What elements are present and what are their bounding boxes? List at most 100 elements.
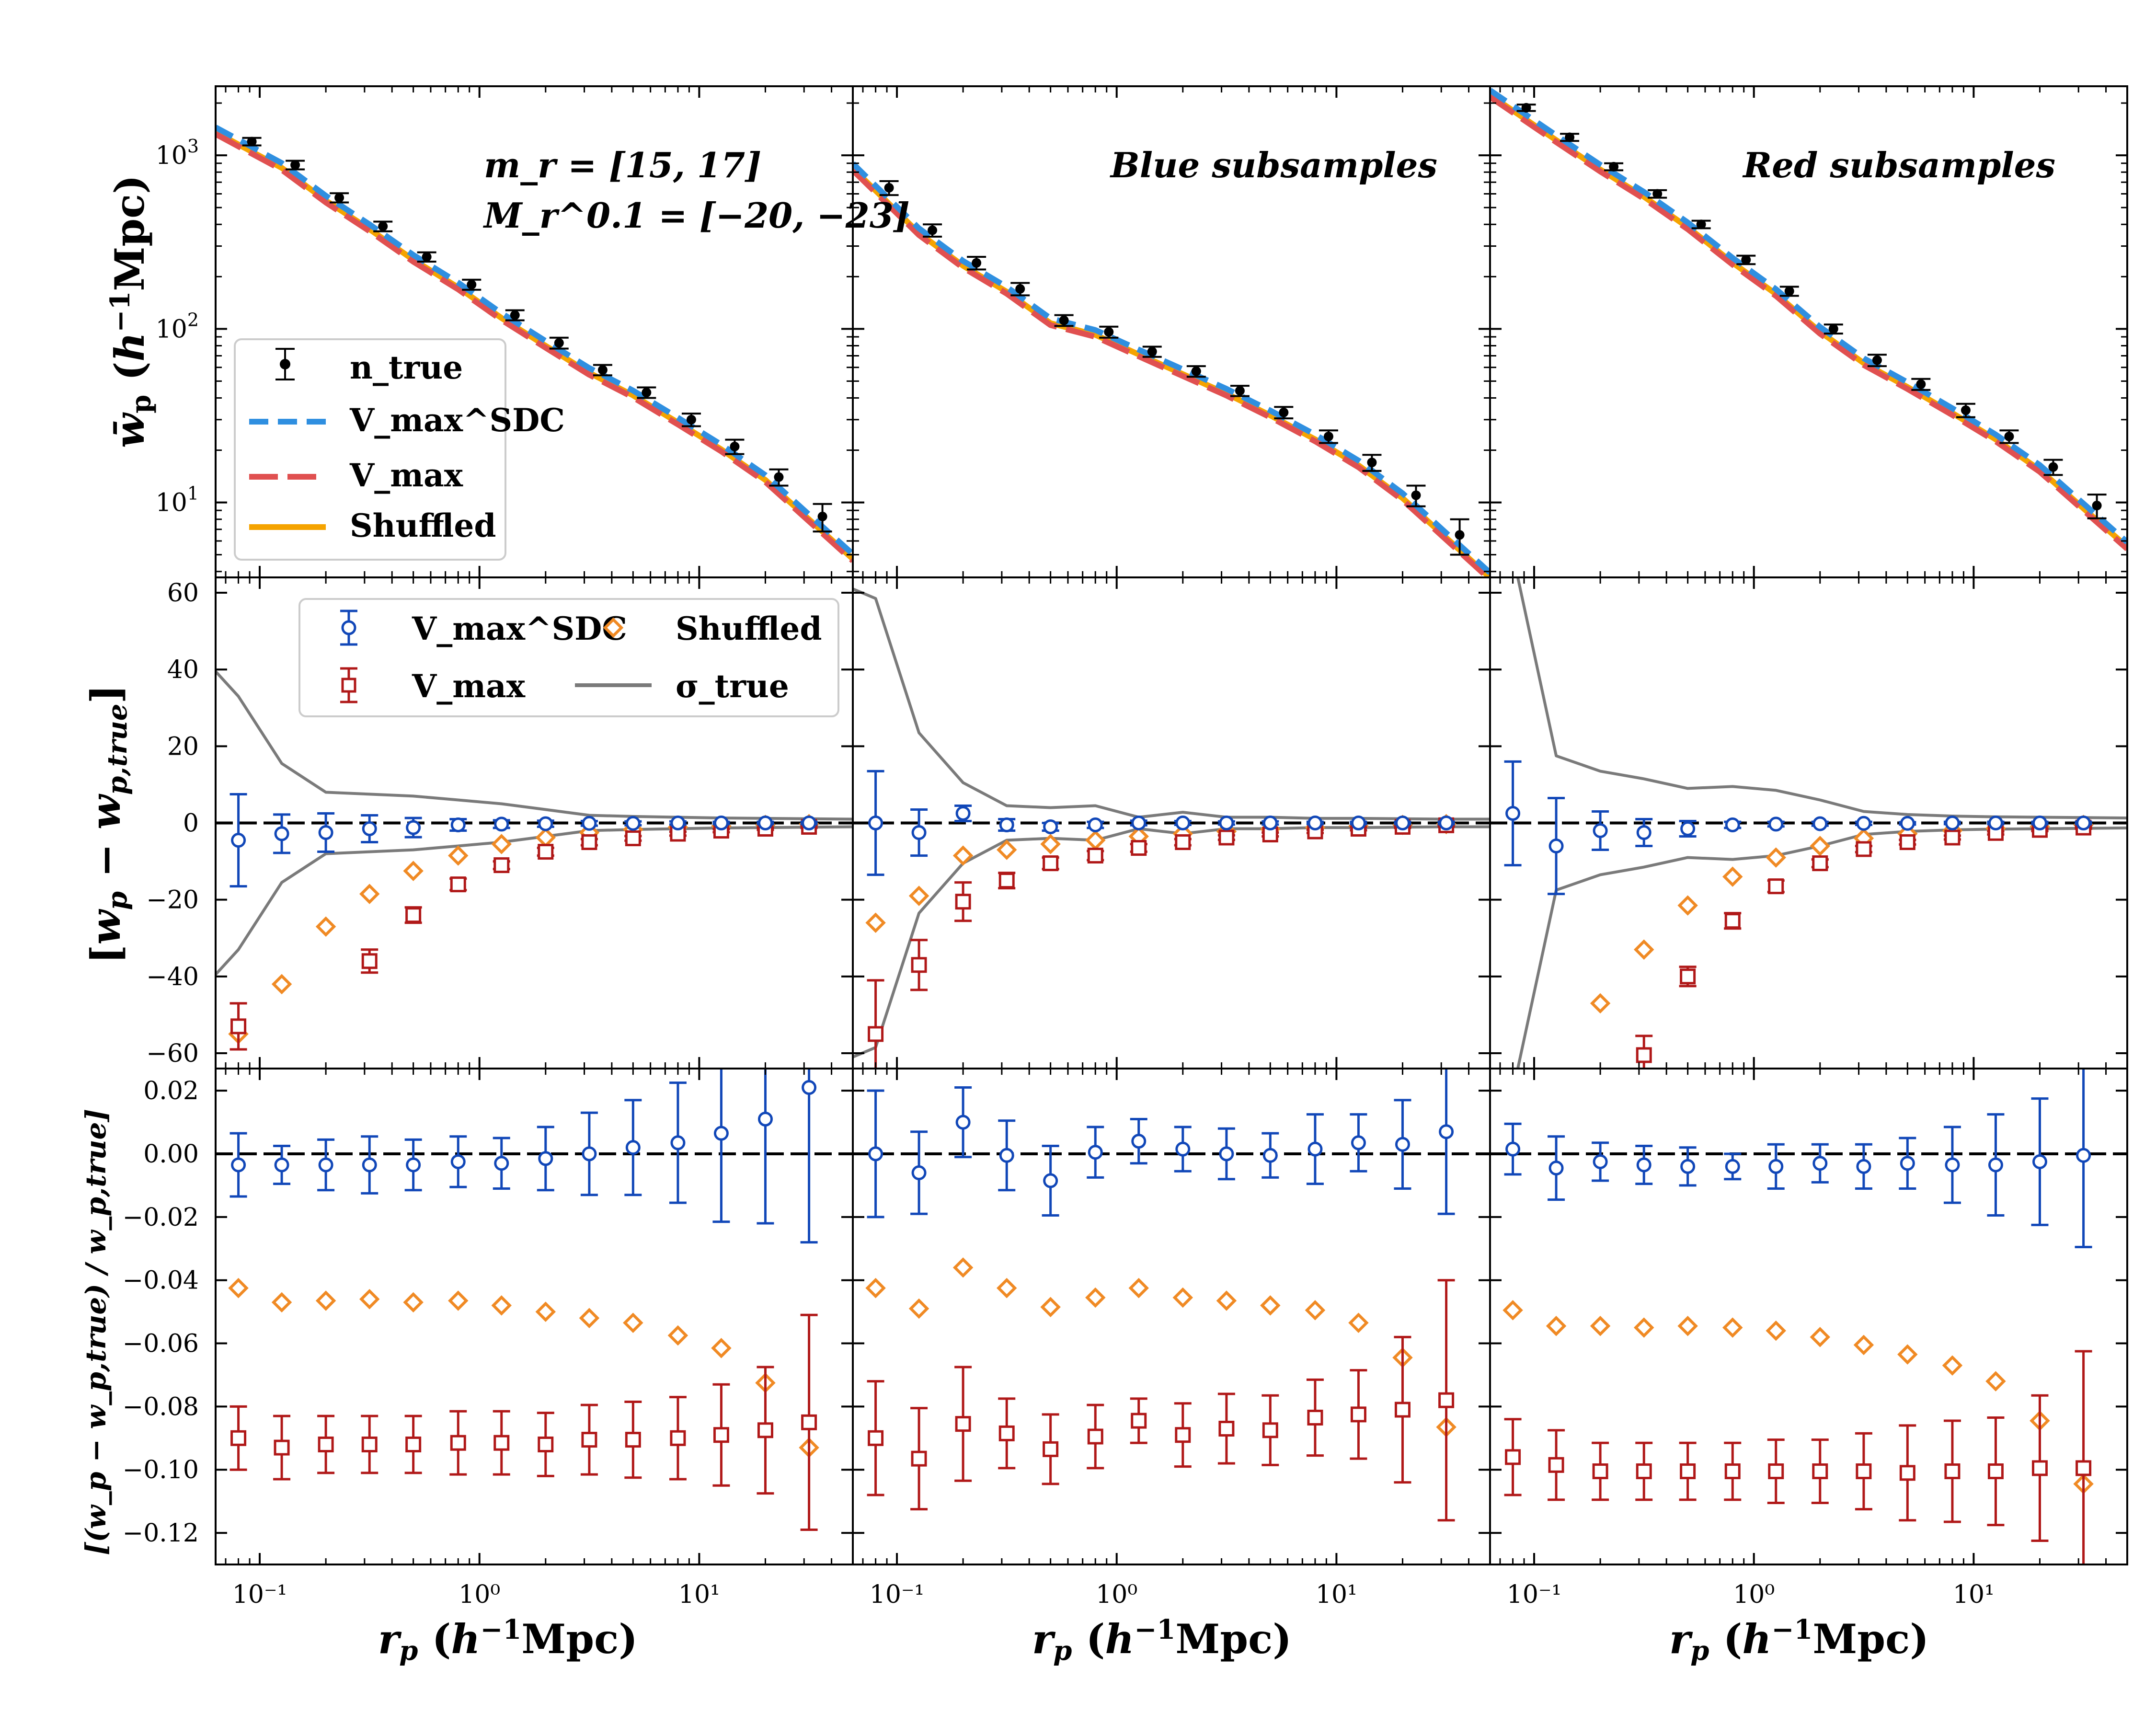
x-tick-label: 10⁻¹ [870,1580,924,1609]
mid-shuffled-point [1766,847,1786,868]
mid-sdc-point [1131,816,1147,830]
bot-sdc-point [1043,1173,1058,1188]
bot-vmax-point [1944,1463,1961,1480]
mid-sdc-point [1768,816,1784,832]
mid-sdc-point [1725,817,1740,833]
top-ntrue-point [972,258,982,268]
top-ntrue-point [1411,490,1421,500]
mid-vmax-point [493,857,510,874]
top-ntrue-point [1961,405,1971,415]
bot-sdc-point [1505,1141,1521,1157]
mid-sdc-point [1395,816,1410,830]
mid-sdc-point [1680,821,1696,837]
bot-y-tick-label: −0.12 [123,1519,199,1548]
mid-sdc-point [1548,839,1564,854]
bot-vmax-point [625,1432,641,1448]
top-ntrue-point [2092,501,2102,511]
top-ntrue-point [1367,458,1377,468]
bot-sdc-point [955,1115,971,1130]
bot-sdc-point [670,1135,686,1150]
mid-vmax-point [538,844,554,860]
mid-vmax-point [1131,840,1147,856]
mid-vmax-point [1768,878,1784,895]
mid-sdc-point [757,816,773,830]
mid-vmax-point [625,830,641,847]
bot-sdc-point [1395,1137,1410,1152]
mid-vmax-point [1218,829,1235,846]
top-ntrue-point [1828,324,1838,334]
xlabel-col1: rp (h−1Mpc) [378,1614,638,1667]
bot-vmax-point [1548,1457,1564,1473]
mid-sdc-point [1439,816,1454,830]
legend-shuffled-label: Shuffled [350,507,496,544]
bot-shuffled-point [1085,1287,1106,1308]
mid-sdc-point [1219,816,1234,830]
mid-y-tick-label: −40 [146,963,199,991]
top-sdc-line-col2 [853,161,1490,575]
bot-sdc-point [450,1154,466,1169]
bot-shuffled-point [952,1257,974,1278]
bot-vmax-point [1218,1421,1235,1437]
bot-y-tick-label: −0.08 [123,1392,199,1421]
bot-vmax-point [955,1416,971,1432]
top-ntrue-point [1147,346,1157,356]
mid-shuffled-point [1810,836,1831,856]
mid-sdc-point [1856,816,1871,831]
mid-shuffled-point [1722,866,1743,887]
bot-sdc-point [2076,1148,2091,1163]
mid-y-tick-label: 60 [167,579,199,608]
mid-sdc-point [868,816,883,830]
bot-sdc-point [1988,1157,2003,1173]
bot-y-tick-label: 0.02 [143,1077,199,1105]
mid-sdc-point [1988,816,2003,830]
legend-ntrue-marker [280,359,290,369]
mid-sdc-point [1307,816,1323,830]
top-ntrue-point [467,279,477,289]
top-ntrue-point [1104,327,1114,337]
xlabel-col3: rp (h−1Mpc) [1669,1614,1929,1667]
top-ntrue-point [1455,530,1465,540]
bot-shuffled-point [448,1290,469,1311]
x-tick-label: 10⁰ [459,1580,500,1609]
top-ntrue-point [1609,161,1619,172]
mid-sdc-point [802,816,817,830]
bot-vmax-point [1262,1422,1278,1438]
top-ntrue-point [1235,386,1245,396]
legend-mid-shuffled-marker [603,617,624,638]
bot-sdc-point [406,1157,421,1173]
mid-sdc-point [1043,819,1058,835]
mid-sdc-point [450,817,466,833]
top-ntrue-point [1059,315,1069,325]
mid-vmax-point [998,873,1015,889]
legend-mid-sdc-label: V_max^SDC [412,610,627,647]
bot-sdc-point [494,1156,509,1171]
legend-middle-frame [298,598,839,717]
bot-shuffled-point [491,1295,512,1316]
mid-sdc-point [1351,816,1366,830]
mid-y-tick-label: 0 [183,809,199,838]
bot-vmax-point [1350,1406,1366,1423]
top-ntrue-point [2004,431,2014,441]
mid-sdc-point [538,816,553,831]
mid-y-tick-label: 40 [167,656,199,684]
bot-vmax-point [361,1436,378,1452]
title-red-subsamples: Red subsamples [1742,145,2055,185]
bot-vmax-point [1899,1465,1915,1481]
bot-vmax-point [1131,1413,1147,1429]
bot-sdc-point [2032,1154,2047,1169]
mid-vmax-point [1856,841,1872,857]
top-ntrue-point [247,137,257,147]
bot-sdc-point [318,1157,333,1173]
bot-sdc-point [713,1126,729,1141]
bot-shuffled-point [1853,1334,1874,1356]
bot-shuffled-point [271,1292,292,1313]
mid-sdc-point [494,816,509,832]
mid-vmax-point [1636,1047,1652,1063]
bot-vmax-point [911,1450,927,1467]
bot-y-tick-label: −0.10 [123,1456,199,1484]
x-tick-label: 10⁻¹ [1507,1580,1561,1609]
mid-shuffled-point [1633,939,1654,960]
top-ntrue-point [1652,189,1663,199]
bot-vmax-point [1307,1409,1323,1426]
